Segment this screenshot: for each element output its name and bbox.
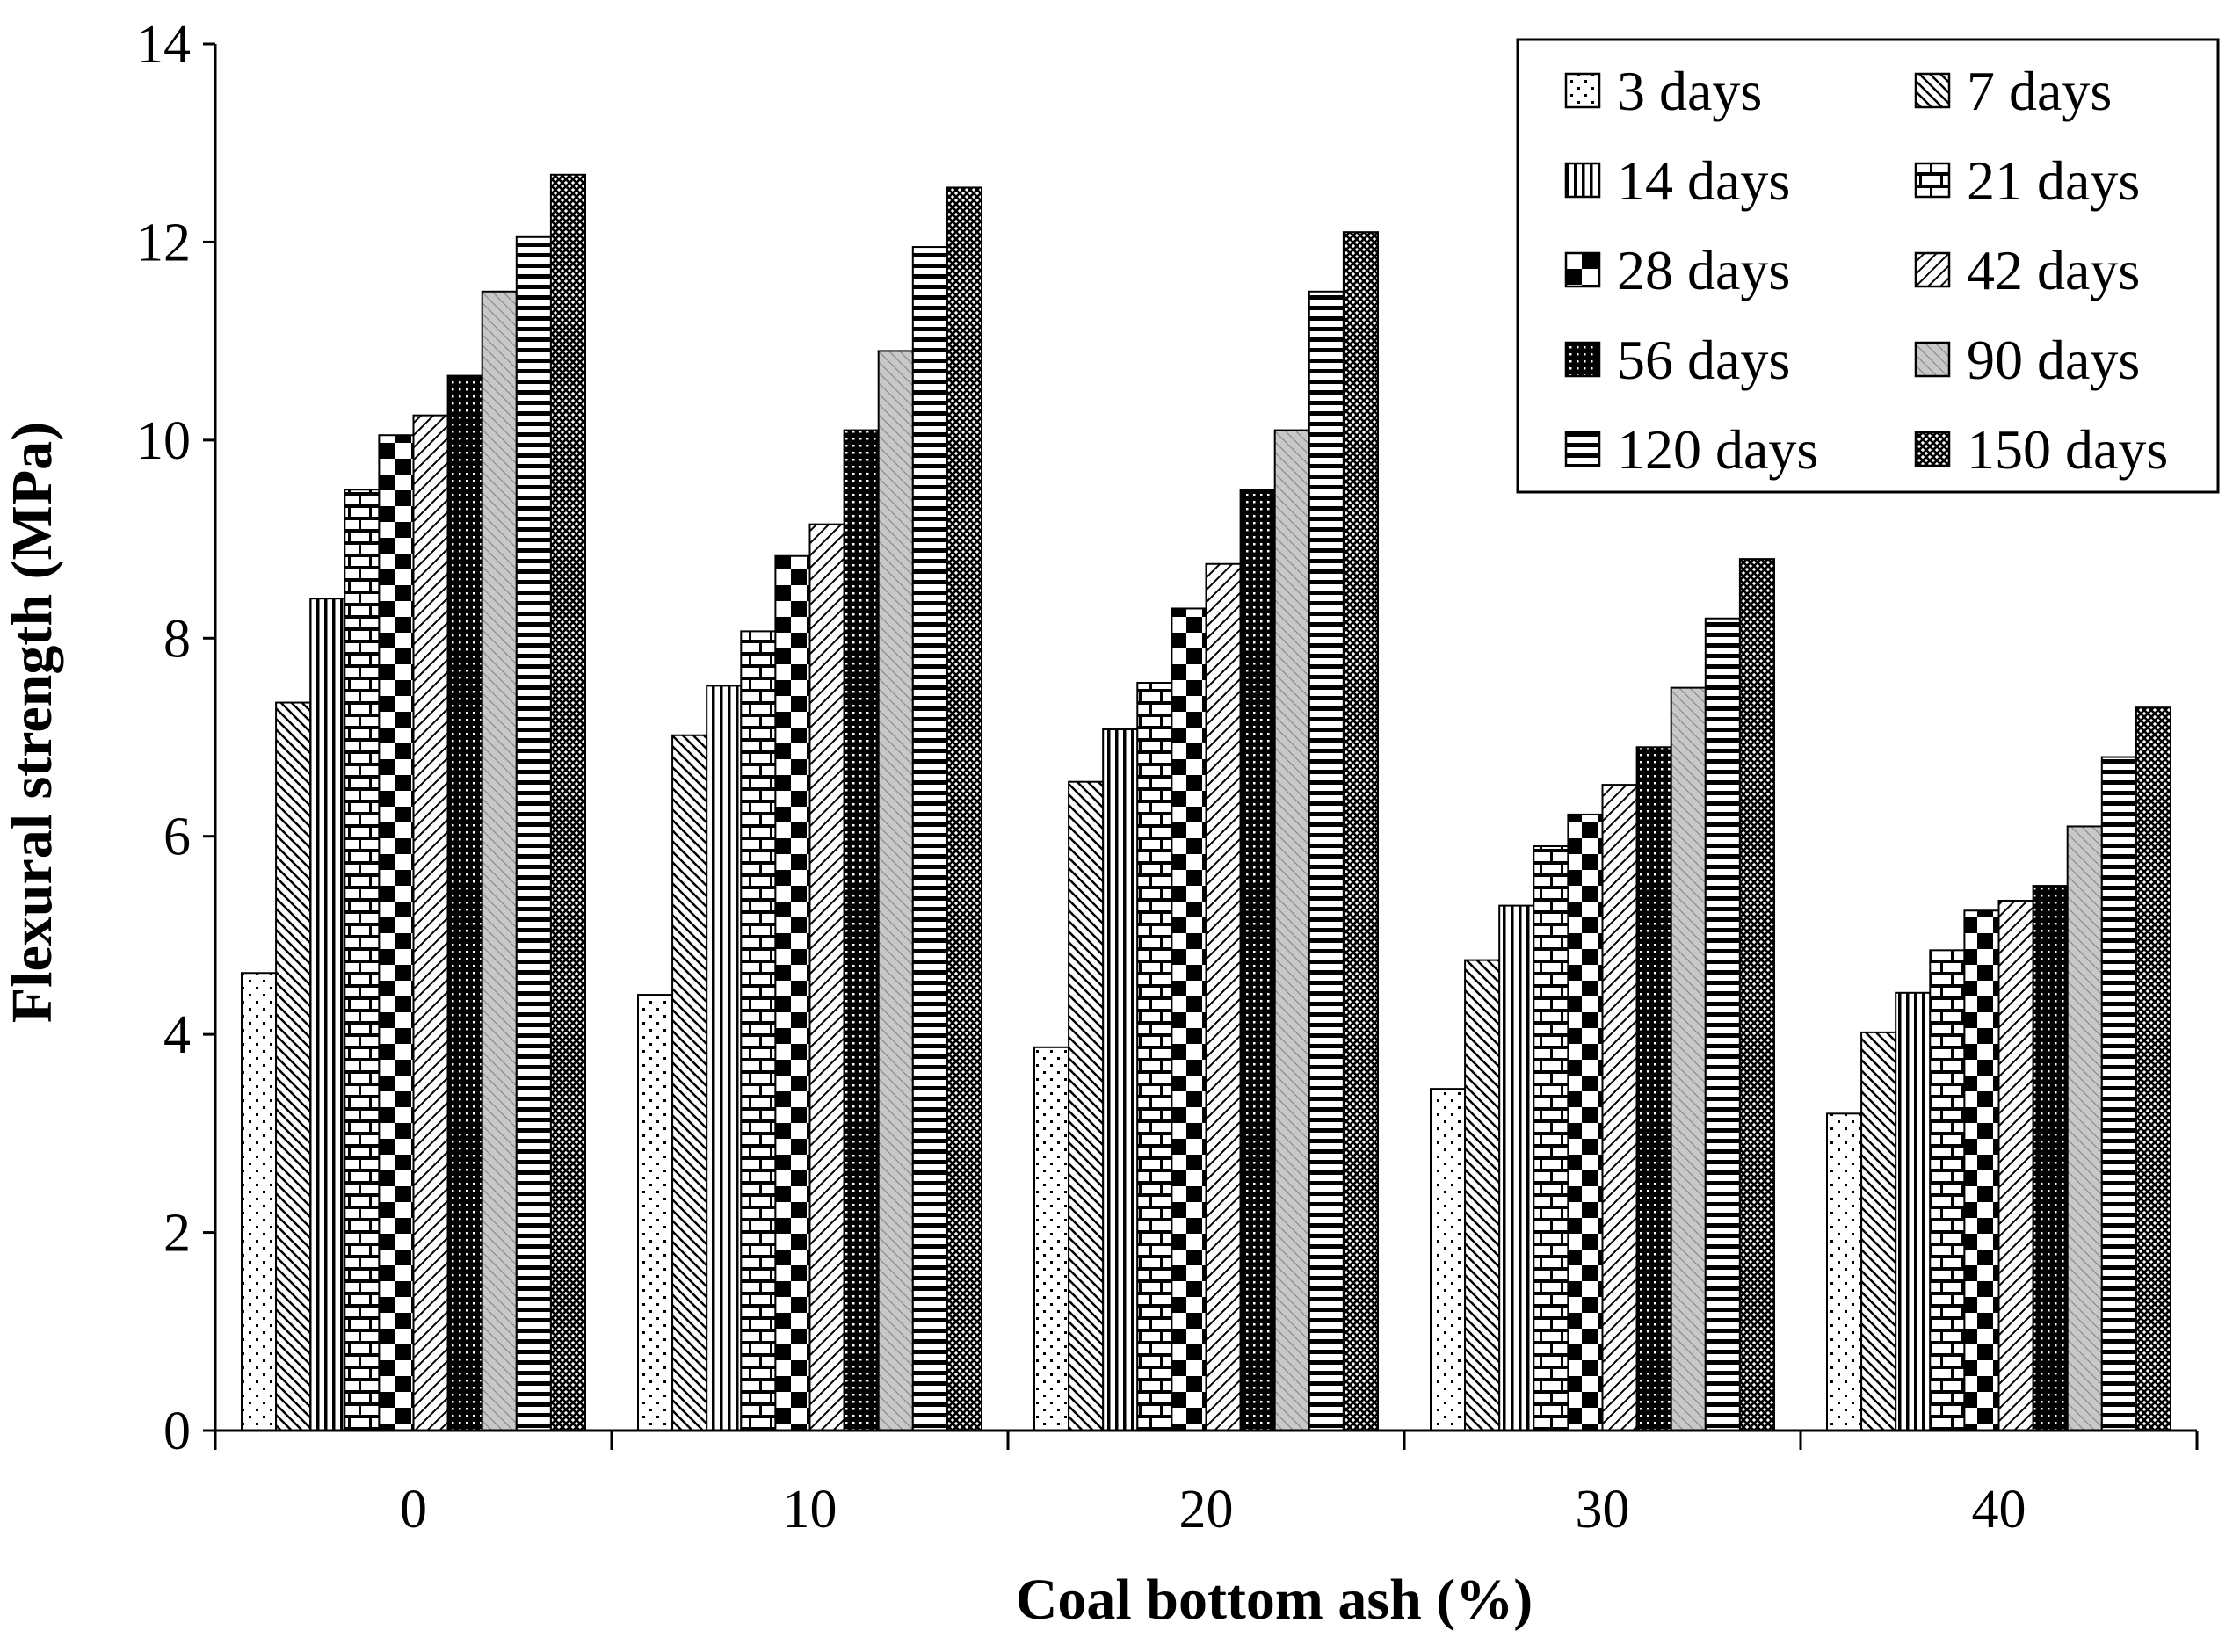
legend-swatch	[1914, 341, 1951, 378]
bar-14-days-cba-10	[706, 685, 743, 1431]
legend-label: 7 days	[1967, 60, 2112, 122]
bar-14-days-cba-30	[1498, 904, 1535, 1431]
bar-28-days-cba-30	[1567, 813, 1604, 1431]
bar-7-days-cba-30	[1464, 959, 1501, 1432]
bar-120-days-cba-20	[1308, 290, 1345, 1431]
bar-7-days-cba-0	[275, 701, 312, 1431]
bar-42-days-cba-10	[808, 523, 845, 1431]
bar-21-days-cba-10	[740, 630, 777, 1431]
y-tick-label: 8	[163, 609, 191, 669]
y-axis-ticks: 0 2 4 6 8 10 12 14	[136, 15, 215, 1461]
legend-label: 28 days	[1617, 239, 1790, 301]
legend-label: 120 days	[1617, 418, 1818, 481]
x-tick-label: 40	[1972, 1480, 2026, 1540]
bar-42-days-cba-40	[1997, 899, 2034, 1431]
bar-56-days-cba-10	[843, 429, 880, 1432]
legend-label: 56 days	[1617, 329, 1790, 391]
bar-3-days-cba-0	[241, 972, 278, 1431]
bar-28-days-cba-0	[378, 434, 415, 1431]
x-axis-title: Coal bottom ash (%)	[1016, 1568, 1533, 1632]
bar-3-days-cba-40	[1826, 1112, 1863, 1432]
bar-7-days-cba-10	[671, 734, 708, 1431]
bar-56-days-cba-40	[2032, 885, 2069, 1431]
bar-7-days-cba-20	[1068, 780, 1105, 1431]
legend-swatch	[1914, 251, 1951, 288]
bar-28-days-cba-40	[1963, 909, 2000, 1431]
legend-label: 21 days	[1967, 149, 2140, 212]
y-axis-title: Flexural strength (MPa)	[0, 422, 64, 1023]
legend-swatch	[1564, 72, 1601, 109]
legend-swatch	[1564, 341, 1601, 378]
bar-14-days-cba-40	[1895, 991, 1932, 1431]
y-tick-label: 4	[163, 1005, 191, 1065]
y-tick-label: 0	[163, 1402, 191, 1461]
x-tick-label: 30	[1576, 1480, 1630, 1540]
legend-label: 14 days	[1617, 149, 1790, 212]
bar-150-days-cba-40	[2135, 706, 2171, 1431]
x-axis-ticks: 0 10 20 30 40	[214, 1431, 2199, 1540]
bar-120-days-cba-10	[911, 246, 948, 1431]
legend-items: 3 days 7 days 14 days 21 days 28 days 42 days…	[1564, 60, 2168, 481]
bar-3-days-cba-20	[1033, 1046, 1070, 1431]
bar-7-days-cba-40	[1860, 1031, 1897, 1431]
y-tick-label: 10	[136, 411, 191, 471]
bar-42-days-cba-30	[1601, 784, 1638, 1431]
y-tick-label: 14	[136, 15, 191, 75]
legend-frame	[1516, 38, 2220, 494]
bar-90-days-cba-10	[877, 350, 914, 1431]
legend-swatch	[1914, 431, 1951, 467]
x-tick-label: 0	[400, 1480, 427, 1540]
x-tick-label: 10	[783, 1480, 837, 1540]
bar-56-days-cba-0	[446, 374, 483, 1431]
bar-14-days-cba-0	[309, 598, 346, 1431]
bar-3-days-cba-30	[1430, 1088, 1467, 1432]
bar-21-days-cba-40	[1929, 949, 1966, 1431]
bar-90-days-cba-40	[2066, 825, 2103, 1431]
legend-swatch	[1564, 431, 1601, 467]
bar-56-days-cba-20	[1239, 489, 1276, 1432]
bars-layer	[241, 173, 2171, 1432]
y-tick-label: 12	[136, 213, 191, 272]
legend-swatch	[1564, 251, 1601, 288]
legend-swatch	[1914, 162, 1951, 199]
bar-42-days-cba-20	[1205, 562, 1242, 1431]
legend-swatch	[1564, 162, 1601, 199]
legend-label: 3 days	[1617, 60, 1762, 122]
legend-swatch	[1914, 72, 1951, 109]
bar-90-days-cba-30	[1670, 686, 1707, 1431]
bar-150-days-cba-0	[549, 173, 587, 1432]
bar-150-days-cba-30	[1738, 558, 1776, 1431]
legend: 3 days 7 days 14 days 21 days 28 days 42 days…	[1516, 38, 2220, 494]
x-tick-label: 20	[1179, 1480, 1234, 1540]
bar-150-days-cba-10	[946, 186, 983, 1432]
bar-120-days-cba-30	[1704, 617, 1741, 1431]
bar-120-days-cba-40	[2100, 756, 2137, 1431]
y-tick-label: 2	[163, 1204, 191, 1264]
bar-28-days-cba-20	[1171, 607, 1207, 1431]
bar-90-days-cba-0	[481, 290, 518, 1431]
bar-120-days-cba-0	[515, 235, 552, 1431]
legend-label: 90 days	[1967, 329, 2140, 391]
bar-3-days-cba-10	[637, 994, 674, 1431]
bar-42-days-cba-0	[412, 414, 449, 1431]
legend-label: 42 days	[1967, 239, 2140, 301]
bar-90-days-cba-20	[1273, 429, 1310, 1432]
y-tick-label: 6	[163, 808, 191, 867]
bar-21-days-cba-0	[344, 489, 381, 1432]
bar-21-days-cba-20	[1136, 682, 1173, 1431]
bar-56-days-cba-30	[1635, 746, 1672, 1431]
bar-21-days-cba-30	[1533, 844, 1569, 1431]
bar-14-days-cba-20	[1102, 728, 1139, 1431]
bar-150-days-cba-20	[1342, 231, 1380, 1432]
bar-28-days-cba-10	[774, 554, 811, 1431]
legend-label: 150 days	[1967, 418, 2168, 481]
